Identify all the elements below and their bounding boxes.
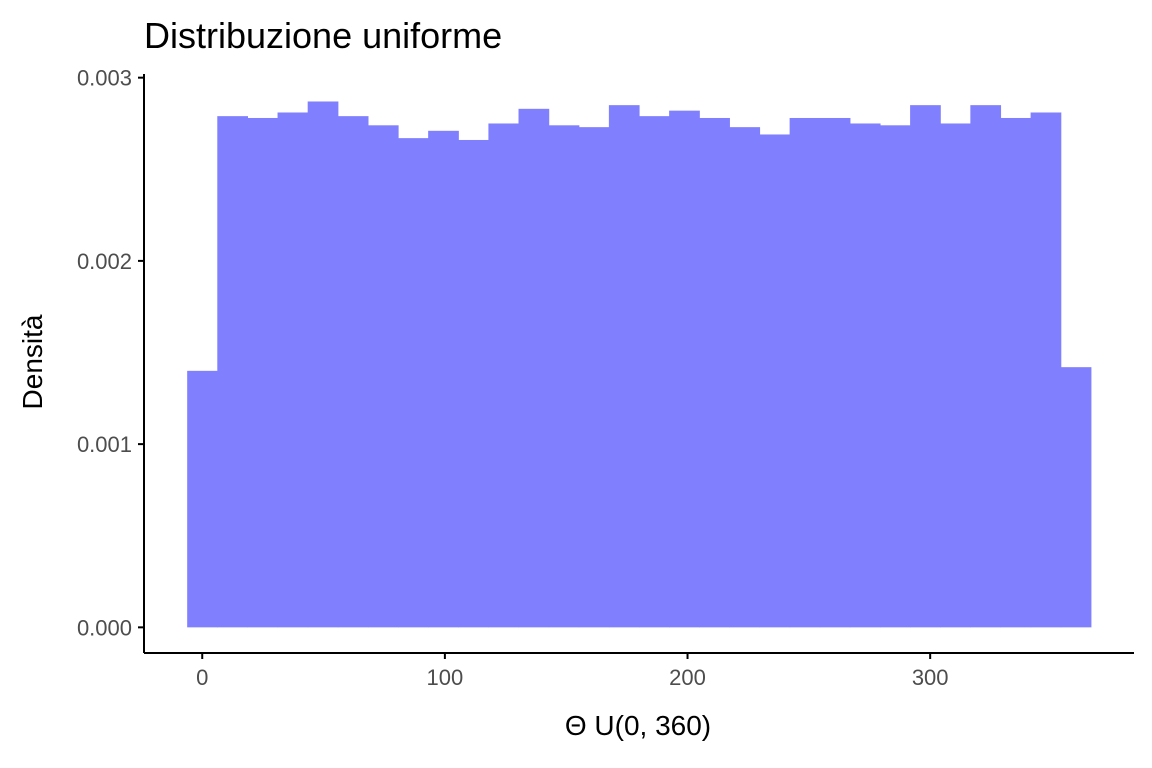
histogram-bar xyxy=(277,112,309,628)
y-tick-label: 0.000 xyxy=(77,615,132,640)
histogram-bar xyxy=(428,130,459,628)
histogram-bar xyxy=(789,117,821,628)
x-tick-label: 200 xyxy=(669,665,706,690)
histogram-bar xyxy=(518,108,550,628)
histogram-bar xyxy=(247,117,279,628)
histogram-bar xyxy=(819,117,851,628)
histogram-bar xyxy=(1060,367,1092,628)
y-axis-title: Densità xyxy=(17,314,48,409)
histogram-bar xyxy=(488,123,520,628)
y-tick-label: 0.001 xyxy=(77,432,132,457)
bars-group xyxy=(187,101,1092,628)
histogram-bar xyxy=(367,125,399,628)
histogram-bar xyxy=(759,134,791,628)
histogram-bar xyxy=(578,127,610,628)
histogram-bar xyxy=(217,116,249,628)
histogram-bar xyxy=(458,139,489,628)
histogram-bar xyxy=(639,116,670,628)
histogram-bar xyxy=(970,105,1002,628)
histogram-bar xyxy=(337,116,369,628)
histogram-bar xyxy=(879,125,911,628)
histogram-bar xyxy=(1000,117,1032,628)
histogram-bar xyxy=(849,123,881,628)
histogram-bar xyxy=(940,123,971,628)
histogram-bar xyxy=(699,117,730,628)
histogram-bar xyxy=(1030,112,1062,628)
x-axis-title: Θ U(0, 360) xyxy=(565,710,711,741)
y-tick-label: 0.003 xyxy=(77,66,132,91)
x-tick-label: 100 xyxy=(427,665,464,690)
histogram-bar xyxy=(910,105,941,628)
histogram-bar xyxy=(187,370,218,628)
x-tick-label: 0 xyxy=(196,665,208,690)
axes-group: 0.000 0.001 0.002 0.003 0 100 200 300 xyxy=(77,66,1134,690)
histogram-bar xyxy=(608,105,640,628)
histogram-bar xyxy=(398,138,429,628)
y-tick-label: 0.002 xyxy=(77,249,132,274)
histogram-bar xyxy=(548,125,580,628)
x-tick-label: 300 xyxy=(912,665,949,690)
histogram-bar xyxy=(729,127,761,628)
chart-title: Distribuzione uniforme xyxy=(144,15,502,56)
histogram-bar xyxy=(307,101,339,628)
histogram-bar xyxy=(669,110,700,628)
